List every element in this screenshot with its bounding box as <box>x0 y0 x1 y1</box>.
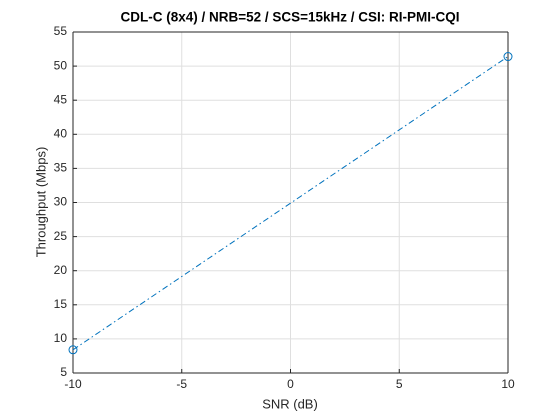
y-tick-label: 5 <box>60 365 67 379</box>
y-tick-label: 25 <box>54 229 68 243</box>
x-tick-label: -10 <box>64 377 82 391</box>
y-tick-label: 45 <box>54 92 68 106</box>
data-point <box>68 345 78 355</box>
y-tick-label: 10 <box>54 331 68 345</box>
x-tick-label: 5 <box>396 377 403 391</box>
y-tick-label: 50 <box>54 58 68 72</box>
x-tick-label: -5 <box>176 377 187 391</box>
y-tick-label: 15 <box>54 297 68 311</box>
x-axis-label: SNR (dB) <box>262 396 318 411</box>
y-tick-label: 55 <box>54 24 68 38</box>
data-point <box>503 52 513 62</box>
data-line <box>72 56 509 351</box>
x-tick-label: 10 <box>501 377 515 391</box>
y-tick-label: 20 <box>54 263 68 277</box>
chart-title: CDL-C (8x4) / NRB=52 / SCS=15kHz / CSI: … <box>120 10 459 25</box>
y-axis-label: Throughput (Mbps) <box>33 147 48 258</box>
x-tick-label: 0 <box>287 377 294 391</box>
y-tick-label: 40 <box>54 126 68 140</box>
y-tick-label: 30 <box>54 195 68 209</box>
y-tick-label: 35 <box>54 161 68 175</box>
